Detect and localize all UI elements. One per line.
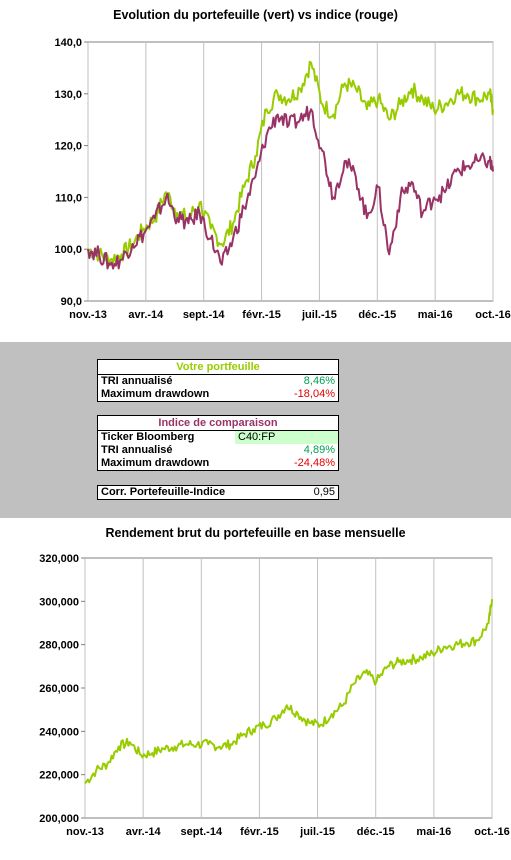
index-drawdown-label: Maximum drawdown xyxy=(101,457,210,469)
index-stats-header: Indice de comparaison xyxy=(97,415,339,431)
portfolio-tri-row: TRI annualisé 8,46% xyxy=(97,375,339,388)
ticker-row: Ticker Bloomberg C40:FP xyxy=(97,431,339,444)
y-tick-label: 120,0 xyxy=(54,141,82,153)
x-tick-label: juil.-15 xyxy=(299,826,335,838)
x-tick-label: nov.-13 xyxy=(66,826,104,838)
y-tick-label: 100,0 xyxy=(54,244,82,256)
x-tick-label: sept.-14 xyxy=(183,309,225,321)
portfolio-drawdown-label: Maximum drawdown xyxy=(101,388,210,400)
y-tick-label: 280,000 xyxy=(39,640,79,652)
index-drawdown-row: Maximum drawdown -24,48% xyxy=(97,457,339,471)
x-tick-label: avr.-14 xyxy=(126,826,162,838)
y-tick-label: 260,000 xyxy=(39,683,79,695)
x-tick-label: mai-16 xyxy=(416,826,451,838)
ticker-value: C40:FP xyxy=(235,431,338,444)
index-stats-table: Indice de comparaison Ticker Bloomberg C… xyxy=(97,415,339,471)
portfolio-vs-index-chart: nov.-13 avr.-14 sept.-14 févr.-15 juil.-15 dé… xyxy=(54,37,510,321)
y-tick-label: 300,000 xyxy=(39,596,79,608)
x-tick-label: nov.-13 xyxy=(69,309,107,321)
x-tick-label: déc.-15 xyxy=(358,309,396,321)
x-tick-label: mai-16 xyxy=(418,309,453,321)
series-line-0 xyxy=(87,60,494,267)
plot-area xyxy=(84,557,493,819)
x-tick-label: oct.-16 xyxy=(474,826,509,838)
correlation-table: Corr. Portefeuille-Indice 0,95 xyxy=(97,485,339,500)
y-tick-label: 320,000 xyxy=(39,553,79,565)
y-tick-label: 220,000 xyxy=(39,770,79,782)
portfolio-drawdown-value: -18,04% xyxy=(294,388,335,400)
x-tick-label: sept.-14 xyxy=(180,826,222,838)
y-tick-label: 110,0 xyxy=(55,192,82,204)
y-tick-label: 130,0 xyxy=(54,89,82,101)
portfolio-tri-label: TRI annualisé xyxy=(101,375,173,387)
portfolio-stats-table: Votre portfeuille TRI annualisé 8,46% Ma… xyxy=(97,359,339,402)
x-tick-label: avr.-14 xyxy=(128,309,164,321)
top-chart-title: Evolution du portefeuille (vert) vs indi… xyxy=(113,8,398,22)
ticker-label: Ticker Bloomberg xyxy=(101,431,195,443)
plot-area xyxy=(87,41,494,302)
y-tick-label: 240,000 xyxy=(39,726,79,738)
x-tick-label: févr.-15 xyxy=(240,826,279,838)
portfolio-stats-header: Votre portfeuille xyxy=(97,359,339,375)
index-drawdown-value: -24,48% xyxy=(294,457,335,469)
x-tick-label: oct.-16 xyxy=(475,309,510,321)
index-tri-label: TRI annualisé xyxy=(101,444,173,456)
y-tick-label: 200,000 xyxy=(39,813,79,825)
series-line-1 xyxy=(87,105,494,270)
series-line-0 xyxy=(84,599,493,784)
y-tick-label: 90,0 xyxy=(61,296,82,308)
x-tick-label: juil.-15 xyxy=(301,309,337,321)
monthly-return-panel: Rendement brut du portefeuille en base m… xyxy=(0,518,511,860)
stats-area: Votre portfeuille TRI annualisé 8,46% Ma… xyxy=(0,342,511,518)
y-tick-label: 140,0 xyxy=(54,37,82,49)
portfolio-vs-index-panel: Evolution du portefeuille (vert) vs indi… xyxy=(0,0,511,342)
bottom-chart-title: Rendement brut du portefeuille en base m… xyxy=(105,526,406,540)
portfolio-drawdown-row: Maximum drawdown -18,04% xyxy=(97,388,339,402)
portfolio-tri-value: 8,46% xyxy=(303,375,335,387)
x-tick-label: févr.-15 xyxy=(242,309,281,321)
x-tick-label: déc.-15 xyxy=(357,826,395,838)
index-tri-value: 4,89% xyxy=(303,444,335,456)
monthly-return-chart: nov.-13 avr.-14 sept.-14 févr.-15 juil.-15 dé… xyxy=(39,553,510,838)
index-tri-row: TRI annualisé 4,89% xyxy=(97,444,339,457)
correlation-value: 0,95 xyxy=(313,486,335,498)
correlation-label: Corr. Portefeuille-Indice xyxy=(101,486,226,498)
correlation-row: Corr. Portefeuille-Indice 0,95 xyxy=(97,485,339,500)
